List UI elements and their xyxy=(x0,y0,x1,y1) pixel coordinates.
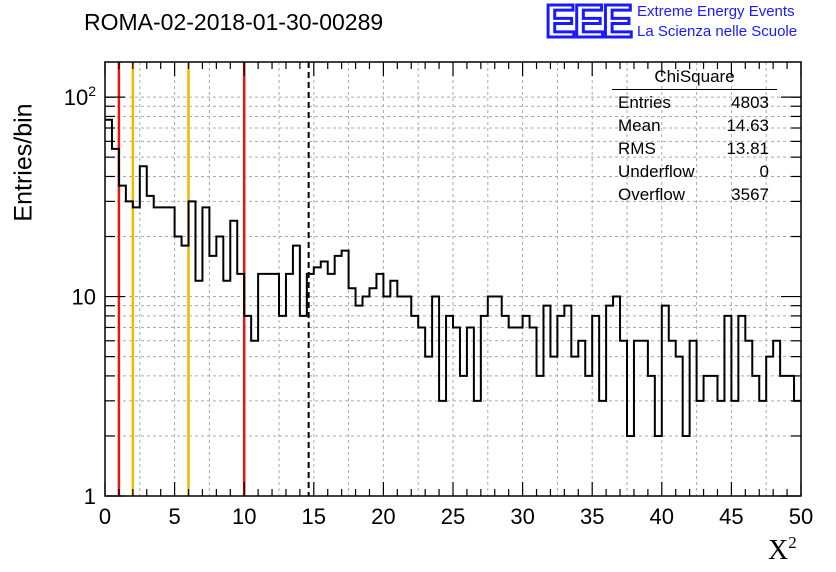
y-axis-label-wrap: Entries/bin xyxy=(4,103,44,221)
y-tick-label: 102 xyxy=(64,83,96,110)
stats-label: Mean xyxy=(618,116,661,135)
chart-title: ROMA-02-2018-01-30-00289 xyxy=(84,9,384,35)
x-tick-label: 45 xyxy=(719,504,743,529)
y-tick-label: 10 xyxy=(72,285,96,310)
x-tick-label: 30 xyxy=(510,504,534,529)
x-axis-label-exponent: 2 xyxy=(788,533,797,552)
tick-labels: 0 5 10 15 20 25 30 35 40 45 50 1 10 102 xyxy=(64,83,814,529)
logo-subtitle-line2: La Scienza nelle Scuole xyxy=(637,23,798,40)
x-tick-label: 15 xyxy=(302,504,326,529)
x-tick-label: 35 xyxy=(580,504,604,529)
y-tick-label: 1 xyxy=(84,484,96,509)
x-axis-label: X2 xyxy=(768,533,797,567)
stats-value: 14.63 xyxy=(726,116,769,135)
stats-box: ChiSquare Entries 4803 Mean 14.63 RMS 13… xyxy=(612,67,777,206)
x-tick-label: 10 xyxy=(232,504,256,529)
stats-value: 4803 xyxy=(731,93,769,112)
stats-row-underflow: Underflow 0 xyxy=(612,160,777,183)
x-tick-label: 50 xyxy=(789,504,813,529)
stats-label: Overflow xyxy=(618,185,686,204)
stats-value: 13.81 xyxy=(726,139,769,158)
stats-label: Entries xyxy=(618,93,671,112)
stats-row-mean: Mean 14.63 xyxy=(612,114,777,137)
axis-ticks xyxy=(104,62,802,497)
stats-label: Underflow xyxy=(618,162,695,181)
stats-row-rms: RMS 13.81 xyxy=(612,137,777,160)
stats-value: 3567 xyxy=(731,185,769,204)
stats-row-overflow: Overflow 3567 xyxy=(612,183,777,206)
logo-subtitle-line1: Extreme Energy Events xyxy=(637,3,795,20)
stats-title: ChiSquare xyxy=(612,67,777,90)
y-axis-label: Entries/bin xyxy=(9,103,38,222)
x-tick-label: 5 xyxy=(168,504,180,529)
stats-row-entries: Entries 4803 xyxy=(612,91,777,114)
x-tick-label: 0 xyxy=(99,504,111,529)
x-tick-label: 20 xyxy=(371,504,395,529)
stats-label: RMS xyxy=(618,139,656,158)
stats-value: 0 xyxy=(759,162,769,181)
x-tick-label: 40 xyxy=(650,504,674,529)
reference-lines xyxy=(117,62,310,496)
x-axis-label-base: X xyxy=(768,535,789,566)
x-tick-label: 25 xyxy=(441,504,465,529)
histogram-outline xyxy=(105,118,801,437)
eee-logo: EEE xyxy=(543,0,634,47)
